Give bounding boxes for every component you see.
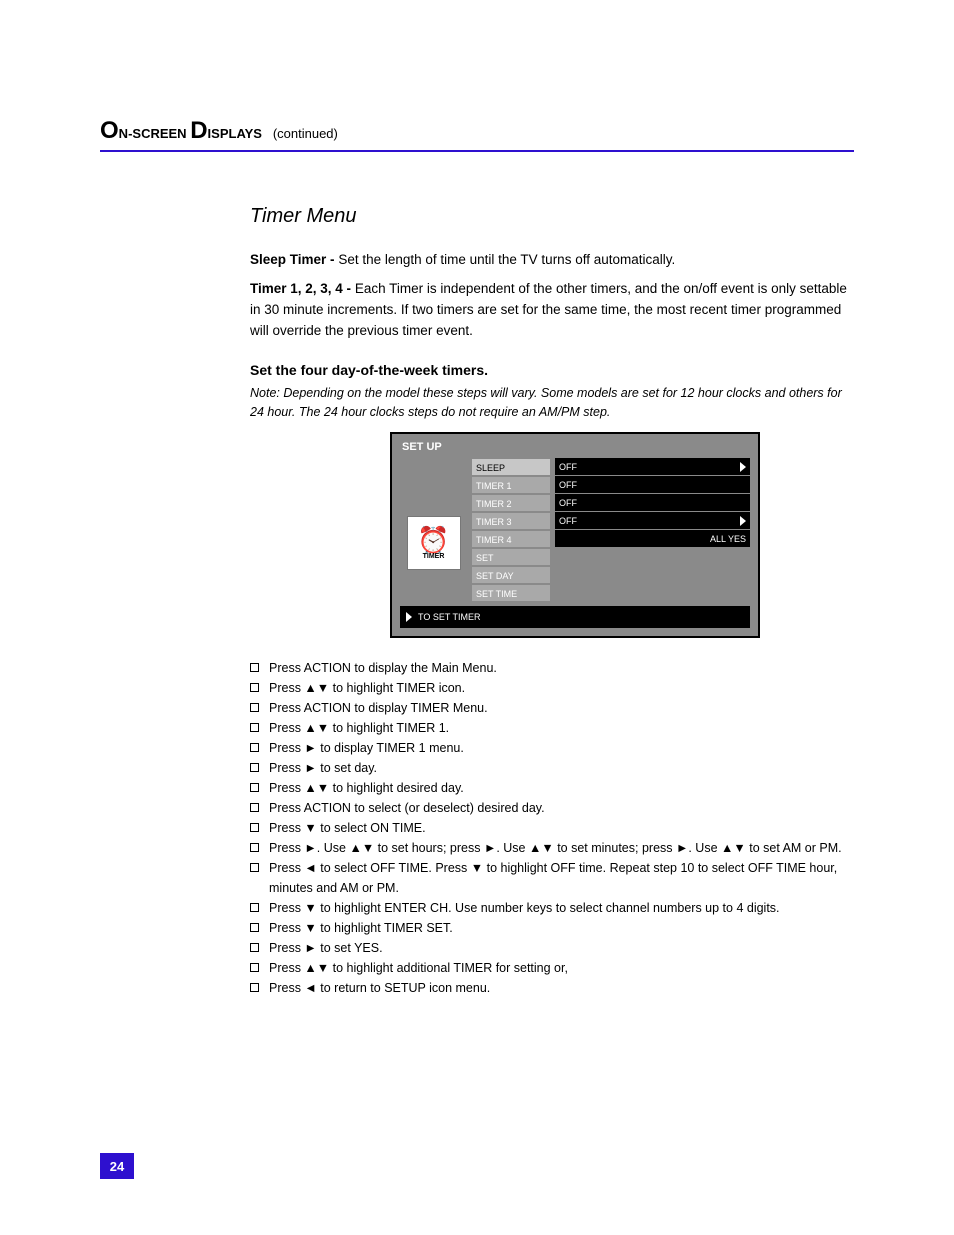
intro-paragraph-2: Timer 1, 2, 3, 4 - Each Timer is indepen…: [250, 279, 854, 342]
tv-item-timer1: TIMER 1: [471, 476, 551, 494]
step-1: Press ACTION to display the Main Menu.: [250, 658, 854, 678]
step-8: Press ACTION to select (or deselect) des…: [250, 798, 854, 818]
right-arrow-icon: [740, 462, 746, 472]
tv-item-timer2: TIMER 2: [471, 494, 551, 512]
tv-foot: TO SET TIMER: [400, 606, 750, 628]
step-7: Press ▲▼ to highlight desired day.: [250, 778, 854, 798]
tv-right-col: OFF OFF OFF OFF ALL YES: [551, 456, 754, 602]
step-2: Press ▲▼ to highlight TIMER icon.: [250, 678, 854, 698]
tv-val-0: OFF: [555, 458, 750, 476]
step-13: Press ▼ to highlight TIMER SET.: [250, 918, 854, 938]
tv-mid-col: SLEEP TIMER 1 TIMER 2 TIMER 3 TIMER 4 SE…: [471, 456, 551, 602]
steps-list: Press ACTION to display the Main Menu. P…: [250, 658, 854, 998]
step-4: Press ▲▼ to highlight TIMER 1.: [250, 718, 854, 738]
step-16: Press ◄ to return to SETUP icon menu.: [250, 978, 854, 998]
tv-item-setday: SET DAY: [471, 566, 551, 584]
step-5: Press ► to display TIMER 1 menu.: [250, 738, 854, 758]
step-14: Press ► to set YES.: [250, 938, 854, 958]
right-arrow-icon: [740, 516, 746, 526]
step-12: Press ▼ to highlight ENTER CH. Use numbe…: [250, 898, 854, 918]
tv-item-timer3: TIMER 3: [471, 512, 551, 530]
step-10: Press ►. Use ▲▼ to set hours; press ►. U…: [250, 838, 854, 858]
subnote: Note: Depending on the model these steps…: [250, 384, 854, 423]
tv-foot-text: TO SET TIMER: [418, 612, 481, 622]
tv-menu-figure: SET UP ⏰ TIMER SLEEP TIMER 1 TI: [390, 432, 854, 638]
tv-val-2: OFF: [555, 494, 750, 512]
header-rule: [100, 150, 854, 152]
right-arrow-icon: [406, 612, 412, 622]
tv-item-set: SET: [471, 548, 551, 566]
section-title: Timer Menu: [250, 205, 854, 228]
tv-val-3: OFF: [555, 512, 750, 530]
step-9: Press ▼ to select ON TIME.: [250, 818, 854, 838]
tv-val-1: OFF: [555, 476, 750, 494]
page-number: 24: [100, 1153, 134, 1179]
tv-item-sleep: SLEEP: [471, 458, 551, 476]
step-6: Press ► to set day.: [250, 758, 854, 778]
chapter-header: ON-SCREEN DISPLAYS (continued): [100, 117, 854, 145]
tv-title: SET UP: [396, 438, 754, 456]
tv-val-4: ALL YES: [555, 530, 750, 548]
tv-item-timer4: TIMER 4: [471, 530, 551, 548]
sleep-desc: Set the length of time until the TV turn…: [338, 252, 675, 267]
intro-paragraph-1: Sleep Timer - Set the length of time unt…: [250, 250, 854, 271]
step-15: Press ▲▼ to highlight additional TIMER f…: [250, 958, 854, 978]
subhead: Set the four day-of-the-week timers.: [250, 362, 854, 378]
tv-item-settime: SET TIME: [471, 584, 551, 602]
timer-icon-label: TIMER: [423, 553, 445, 560]
step-11: Press ◄ to select OFF TIME. Press ▼ to h…: [250, 858, 854, 898]
step-3: Press ACTION to display TIMER Menu.: [250, 698, 854, 718]
timer-icon: ⏰ TIMER: [407, 516, 461, 570]
